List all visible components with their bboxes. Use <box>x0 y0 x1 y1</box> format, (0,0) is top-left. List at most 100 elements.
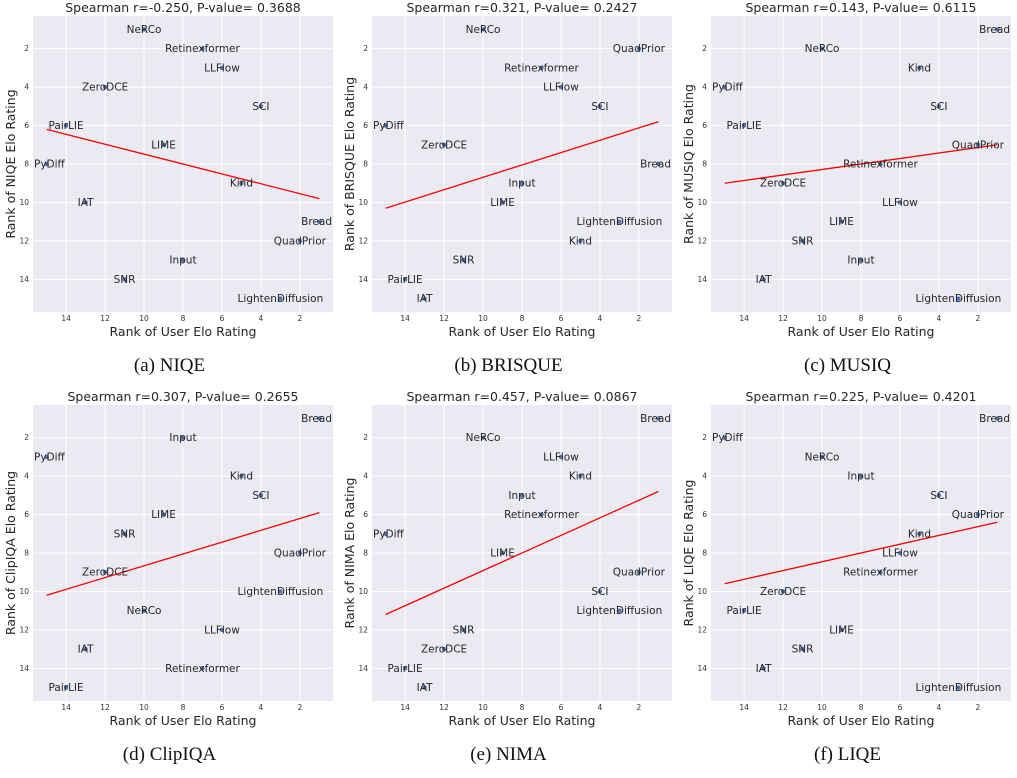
data-point <box>317 219 322 224</box>
x-tick-label: 8 <box>859 314 864 323</box>
point-label: Retinexformer <box>165 663 240 675</box>
data-point <box>839 627 844 633</box>
y-tick-label: 8 <box>363 160 368 169</box>
data-point <box>975 512 981 517</box>
data-point <box>297 550 303 556</box>
y-tick-label: 12 <box>358 236 368 245</box>
data-point <box>539 65 544 71</box>
point-label: ZeroDCE <box>760 178 806 190</box>
data-point <box>558 84 564 90</box>
point-label: SNR <box>453 255 475 267</box>
trend-line <box>46 128 320 200</box>
x-tick-label: 6 <box>220 703 225 712</box>
point-label: SNR <box>792 235 814 247</box>
y-tick-label: 2 <box>363 44 368 53</box>
point-label: NeRCo <box>805 43 840 55</box>
data-point <box>617 219 622 224</box>
y-tick-label: 12 <box>19 625 29 634</box>
x-axis-label: Rank of User Elo Rating <box>788 324 935 339</box>
y-tick-label: 14 <box>697 664 707 673</box>
y-tick-label: 14 <box>358 275 368 284</box>
data-point <box>141 27 147 32</box>
x-tick-label: 10 <box>139 703 149 712</box>
data-point <box>656 416 661 421</box>
point-label: PairLIE <box>49 120 84 132</box>
x-tick-label: 12 <box>100 314 110 323</box>
x-tick-label: 6 <box>898 703 903 712</box>
x-tick-label: 2 <box>297 314 302 323</box>
point-label: Bread <box>979 413 1010 425</box>
point-label: QuadPrior <box>274 235 327 247</box>
point-label: NeRCo <box>805 451 840 463</box>
scatter-chart: 14 12 10 8 6 4 2 2 4 6 8 10 12 14 Spearman r=0.143, P-… <box>681 0 1011 339</box>
point-label: ZeroDCE <box>760 586 806 598</box>
x-tick-label: 6 <box>898 314 903 323</box>
point-label: SNR <box>114 274 136 286</box>
data-point <box>44 161 49 167</box>
scatter-chart: 14 12 10 8 6 4 2 2 4 6 8 10 12 14 Spearman r=0.307, P-… <box>3 389 333 728</box>
panel-brisque: 14 12 10 8 6 4 2 2 4 6 8 10 12 14 Spearman r=0.321, P-… <box>339 0 678 389</box>
data-point <box>858 257 864 263</box>
point-label: QuadPrior <box>274 548 327 560</box>
point-label: Retinexformer <box>165 43 240 55</box>
point-label: PyDiff <box>712 432 744 444</box>
y-tick-label: 6 <box>24 121 29 130</box>
data-point <box>741 608 747 613</box>
x-tick-label: 2 <box>636 703 641 712</box>
data-point <box>180 435 186 440</box>
data-point <box>858 473 864 479</box>
y-tick-label: 8 <box>24 160 29 169</box>
data-point <box>239 473 244 479</box>
data-point <box>800 646 805 652</box>
point-label: LIME <box>151 509 176 521</box>
y-tick-label: 10 <box>358 198 368 207</box>
trend-line <box>724 521 998 585</box>
data-point <box>761 666 766 671</box>
data-point <box>578 238 583 244</box>
point-label: Input <box>508 490 535 502</box>
x-tick-label: 6 <box>220 314 225 323</box>
data-point <box>761 277 766 282</box>
y-tick-label: 4 <box>24 472 29 481</box>
panel-musiq: 14 12 10 8 6 4 2 2 4 6 8 10 12 14 Spearman r=0.143, P-… <box>678 0 1017 389</box>
point-label: IAT <box>78 197 94 209</box>
x-axis-label: Rank of User Elo Rating <box>449 713 596 728</box>
point-label: LLFlow <box>204 62 240 74</box>
y-tick-label: 10 <box>358 587 368 596</box>
data-point <box>219 627 225 633</box>
point-label: LightenDiffusion <box>238 293 324 305</box>
point-label: IAT <box>756 663 772 675</box>
x-tick-label: 10 <box>478 314 488 323</box>
point-label: SNR <box>792 644 814 656</box>
x-tick-label: 12 <box>778 703 788 712</box>
data-point <box>500 200 505 205</box>
y-tick-label: 8 <box>363 549 368 558</box>
data-point <box>819 46 825 51</box>
trend-line <box>385 490 659 616</box>
x-tick-label: 10 <box>139 314 149 323</box>
point-label: PairLIE <box>727 120 762 132</box>
panel-clipiqa: 14 12 10 8 6 4 2 2 4 6 8 10 12 14 Spearman r=0.307, P-… <box>0 389 339 778</box>
data-point <box>897 550 903 556</box>
point-label: PairLIE <box>388 663 423 675</box>
x-tick-label: 12 <box>100 703 110 712</box>
trend-line <box>46 512 320 596</box>
point-label: LIME <box>829 216 854 228</box>
chart-title: Spearman r=0.457, P-value= 0.0867 <box>407 389 638 404</box>
point-label: Input <box>169 432 196 444</box>
point-label: SCI <box>591 101 608 113</box>
x-tick-label: 4 <box>259 314 264 323</box>
data-point <box>102 84 108 90</box>
data-point <box>656 161 661 167</box>
point-label: PyDiff <box>34 159 66 171</box>
panel-caption: (f) LIQE <box>814 744 881 765</box>
point-label: Input <box>169 255 196 267</box>
point-label: ZeroDCE <box>421 644 467 656</box>
point-label: Kind <box>230 471 253 483</box>
y-axis-label: Rank of LIQE Elo Rating <box>681 480 696 627</box>
y-tick-label: 4 <box>702 472 707 481</box>
point-label: LLFlow <box>882 548 918 560</box>
data-point <box>956 685 961 690</box>
x-tick-label: 2 <box>975 314 980 323</box>
data-point <box>995 27 1000 32</box>
